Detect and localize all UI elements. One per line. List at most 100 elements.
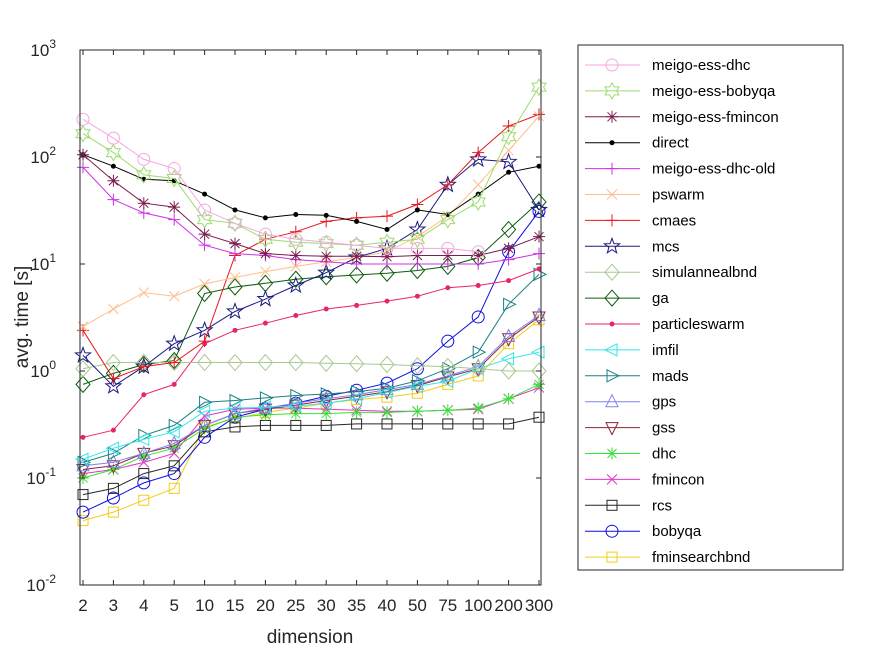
data-point [166, 169, 182, 188]
x-tick-label: 200 [494, 596, 522, 615]
legend-label: mcs [652, 238, 680, 255]
x-tick-label: 30 [317, 596, 336, 615]
series-dhc [77, 378, 545, 484]
data-point [168, 201, 181, 214]
data-point [441, 334, 455, 348]
data-point [106, 491, 120, 505]
data-point [195, 320, 214, 338]
legend-label: meigo-ess-dhc-old [652, 161, 775, 178]
data-point [384, 298, 390, 304]
data-point [317, 263, 336, 281]
data-point [379, 264, 395, 282]
legend-label: direct [652, 135, 690, 152]
data-point [107, 482, 119, 494]
data-point [293, 313, 299, 319]
data-point [166, 425, 180, 439]
data-point [381, 250, 393, 263]
legend-marker [603, 236, 621, 254]
x-tick-label: 50 [408, 596, 427, 615]
legend-item: mcs [585, 236, 680, 255]
data-point [533, 411, 545, 423]
data-point [168, 290, 180, 302]
legend-label: rcs [652, 497, 672, 514]
data-point [137, 152, 151, 166]
data-point [107, 506, 119, 518]
series-line [82, 316, 540, 470]
data-point [470, 359, 486, 378]
data-point [475, 282, 481, 288]
y-tick-base: 10 [30, 255, 49, 274]
x-tick-label: 25 [286, 596, 305, 615]
data-point [75, 359, 91, 378]
legend-item: rcs [585, 497, 672, 514]
data-point [196, 353, 213, 372]
data-point [105, 143, 122, 162]
legend-marker [604, 289, 620, 307]
data-point [232, 327, 238, 333]
series-line [82, 274, 540, 463]
legend-label: gss [652, 420, 675, 437]
data-point [167, 467, 181, 481]
data-point [197, 417, 212, 431]
data-point [354, 302, 360, 308]
data-point [257, 353, 274, 372]
series-line [82, 113, 540, 380]
data-point [165, 334, 184, 352]
y-tick-base: 10 [30, 41, 49, 60]
data-point [196, 284, 213, 303]
data-point [502, 253, 515, 266]
x-tick-label: 20 [256, 596, 275, 615]
legend-item: simulannealbnd [585, 263, 757, 281]
data-point [290, 388, 304, 403]
data-point [107, 174, 120, 187]
data-point [471, 245, 485, 259]
legend-label: fmincon [652, 471, 705, 488]
legend-label: simulannealbnd [652, 264, 757, 281]
series-meigo-ess-dhc [76, 112, 485, 259]
legend-item: meigo-ess-dhc-old [585, 161, 775, 178]
series-particleswarm [80, 266, 542, 440]
y-axis-label: avg. time [s] [12, 266, 33, 368]
legend-item: imfil [585, 342, 679, 359]
data-point [471, 310, 485, 324]
series-imfil [74, 345, 545, 466]
data-point [530, 200, 548, 218]
data-point [503, 145, 514, 156]
legend-marker [604, 263, 620, 281]
series-line [82, 211, 540, 513]
data-point [74, 452, 89, 466]
legend: meigo-ess-dhc meigo-ess-bobyqa meigo-ess-f… [577, 44, 844, 571]
legend-box [577, 44, 844, 571]
series-line [82, 383, 540, 479]
data-point [226, 401, 241, 415]
data-point [350, 250, 363, 263]
y-tick-exponent: 1 [49, 251, 56, 265]
data-point [411, 373, 426, 388]
legend-item: mads [585, 368, 689, 385]
data-point [137, 476, 151, 490]
data-point [290, 419, 302, 431]
x-axis-label: dimension [267, 627, 354, 648]
data-point [531, 193, 547, 211]
data-point [167, 440, 182, 454]
legend-marker [606, 474, 618, 485]
data-point [105, 353, 122, 372]
data-point [506, 169, 512, 175]
data-point [229, 393, 244, 408]
data-point [262, 215, 268, 221]
data-point [499, 152, 518, 170]
data-point [533, 378, 545, 391]
data-point [262, 320, 268, 326]
data-point [470, 192, 486, 212]
data-point [197, 419, 212, 434]
legend-item: meigo-ess-dhc [585, 57, 751, 74]
series-layer [74, 78, 548, 527]
data-point [471, 358, 486, 373]
data-point [198, 422, 211, 435]
y-tick-exponent: -1 [45, 465, 56, 479]
data-point [77, 161, 89, 174]
y-tick-base: 10 [26, 469, 45, 488]
series-line [82, 268, 540, 438]
data-point [288, 353, 304, 372]
